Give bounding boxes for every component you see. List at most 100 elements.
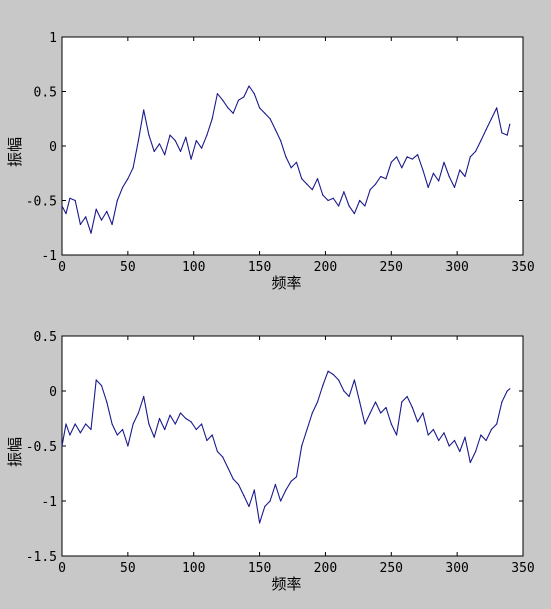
x-tick-label: 250 xyxy=(380,260,403,275)
data-point xyxy=(348,205,350,207)
data-point xyxy=(258,522,261,524)
data-point xyxy=(153,436,155,438)
data-point xyxy=(61,205,63,207)
data-point xyxy=(280,500,282,502)
data-point xyxy=(190,421,192,423)
data-point xyxy=(353,212,356,215)
y-tick-label: 1 xyxy=(49,31,57,46)
data-point xyxy=(211,434,213,436)
data-point xyxy=(485,439,487,442)
data-point xyxy=(95,208,97,210)
data-point xyxy=(216,450,219,453)
y-tick-label: 0 xyxy=(49,385,57,400)
data-point xyxy=(390,423,392,425)
data-point xyxy=(121,428,124,431)
data-point xyxy=(274,129,276,131)
data-point xyxy=(338,205,340,207)
data-point xyxy=(201,423,203,425)
plot-area xyxy=(61,36,524,256)
data-point xyxy=(385,406,387,409)
data-point xyxy=(216,93,219,95)
data-point xyxy=(469,461,471,464)
data-point xyxy=(116,434,118,436)
data-point xyxy=(201,147,203,149)
x-tick-label: 300 xyxy=(445,260,468,275)
data-point xyxy=(74,423,76,425)
data-point xyxy=(227,467,229,469)
data-point xyxy=(232,478,234,480)
data-point xyxy=(285,156,287,158)
data-point xyxy=(448,175,450,178)
data-point xyxy=(206,439,208,442)
plot-area xyxy=(61,335,524,557)
data-point xyxy=(453,186,456,189)
data-point xyxy=(459,169,461,171)
data-point xyxy=(348,395,350,398)
data-point xyxy=(474,150,477,153)
data-point xyxy=(395,434,398,436)
data-point xyxy=(95,379,97,381)
data-point xyxy=(248,505,250,508)
data-point xyxy=(480,139,482,142)
data-point xyxy=(132,167,134,169)
data-point xyxy=(179,412,182,414)
data-point xyxy=(332,373,334,376)
data-point xyxy=(306,183,308,185)
y-tick-label: 0 xyxy=(49,140,57,155)
data-point xyxy=(509,123,511,125)
x-tick-label: 50 xyxy=(120,561,136,576)
x-tick-label: 100 xyxy=(182,561,205,576)
data-point xyxy=(90,232,92,234)
y-axis-label: 振幅 xyxy=(6,137,24,167)
data-point xyxy=(127,445,129,447)
data-point xyxy=(179,150,182,153)
data-point xyxy=(501,401,503,403)
data-point xyxy=(121,186,124,189)
data-point xyxy=(248,85,250,87)
data-point xyxy=(417,154,419,156)
data-point xyxy=(417,421,419,423)
data-point xyxy=(74,199,76,202)
data-point xyxy=(264,112,266,114)
data-point xyxy=(285,489,287,491)
data-point xyxy=(453,439,456,442)
data-point xyxy=(432,172,435,174)
data-point xyxy=(79,432,82,434)
data-point xyxy=(490,428,492,431)
data-point xyxy=(474,450,477,453)
data-point xyxy=(195,139,197,142)
data-point xyxy=(143,395,145,398)
data-point xyxy=(422,169,424,171)
data-point xyxy=(374,183,377,185)
data-point xyxy=(353,379,356,381)
data-point xyxy=(280,139,282,142)
data-point xyxy=(406,395,408,398)
data-point xyxy=(185,417,187,420)
data-point xyxy=(164,154,166,156)
data-point xyxy=(79,223,82,226)
data-point xyxy=(185,136,187,138)
data-point xyxy=(158,417,161,420)
data-point xyxy=(496,423,498,425)
data-point xyxy=(153,150,155,153)
data-point xyxy=(158,143,161,145)
data-point xyxy=(290,480,292,482)
data-point xyxy=(106,401,108,403)
data-point xyxy=(222,456,224,458)
data-point xyxy=(111,423,113,425)
data-point xyxy=(322,194,324,196)
data-point xyxy=(422,412,424,414)
data-point xyxy=(243,96,245,98)
data-point xyxy=(211,118,213,120)
data-point xyxy=(169,134,171,136)
data-point xyxy=(401,401,403,403)
data-point xyxy=(496,107,498,109)
data-point xyxy=(506,134,508,136)
data-point xyxy=(100,219,103,221)
data-point xyxy=(169,414,171,416)
data-point xyxy=(469,156,471,158)
y-axis-label: 振幅 xyxy=(6,437,24,467)
data-point xyxy=(311,412,313,414)
data-point xyxy=(253,489,255,491)
data-point xyxy=(164,428,166,431)
